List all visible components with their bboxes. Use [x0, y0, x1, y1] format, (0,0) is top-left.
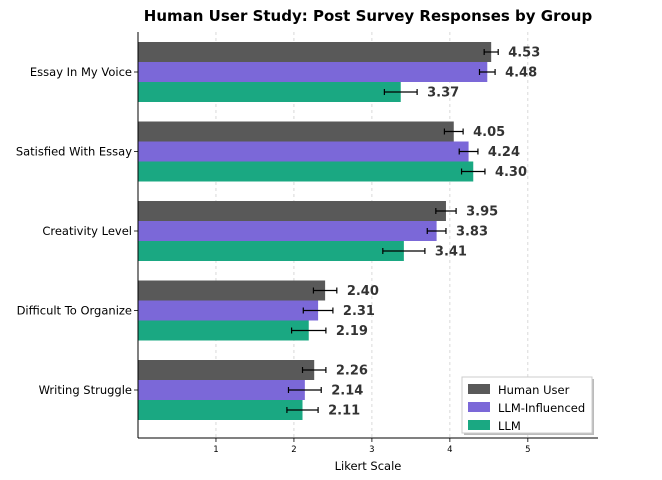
bar — [138, 380, 305, 400]
legend: Human User LLM-Influenced LLM — [461, 376, 594, 435]
value-label: 4.30 — [495, 165, 527, 180]
value-label: 4.05 — [473, 125, 505, 140]
x-tick-label: 3 — [369, 445, 374, 455]
value-label: 2.19 — [336, 324, 368, 339]
category-label: Essay In My Voice — [30, 65, 132, 79]
bar — [138, 300, 319, 321]
legend-label: LLM-Influenced — [498, 401, 585, 415]
bar — [138, 62, 488, 82]
chart-title: Human User Study: Post Survey Responses … — [144, 7, 593, 25]
value-label: 2.40 — [347, 284, 379, 299]
value-label: 3.95 — [466, 205, 498, 220]
bar — [138, 121, 454, 142]
bar — [138, 320, 309, 341]
x-tick-label: 2 — [291, 445, 296, 455]
value-label: 2.11 — [328, 404, 360, 419]
x-axis-title: Likert Scale — [335, 459, 402, 473]
bar — [138, 82, 401, 102]
value-label: 2.31 — [343, 304, 375, 319]
legend-label: Human User — [498, 383, 570, 397]
value-label: 3.41 — [435, 245, 467, 260]
legend-swatch — [468, 420, 490, 430]
bar — [138, 400, 303, 420]
legend-swatch — [468, 402, 490, 412]
bar — [138, 360, 315, 380]
legend-label: LLM — [498, 419, 521, 433]
bar — [138, 280, 326, 301]
value-labels: 4.53 4.48 3.37 4.05 4.24 4.30 3.95 3.83 3.41 2.40… — [328, 46, 540, 419]
x-tick-label: 5 — [525, 445, 530, 455]
category-label: Writing Struggle — [39, 383, 132, 397]
value-label: 4.48 — [505, 66, 537, 81]
category-label: Creativity Level — [42, 224, 132, 238]
value-label: 3.37 — [427, 86, 459, 101]
x-tick-label: 1 — [213, 445, 218, 455]
bar — [138, 161, 474, 182]
bar — [138, 141, 469, 162]
bar — [138, 201, 446, 221]
bars — [138, 42, 499, 420]
x-tick-label: 4 — [447, 445, 452, 455]
bar — [138, 221, 437, 241]
category-label: Difficult To Organize — [17, 304, 132, 318]
value-label: 4.24 — [488, 145, 520, 160]
bar — [138, 241, 404, 261]
value-label: 4.53 — [508, 46, 540, 61]
legend-swatch — [468, 384, 490, 394]
axes: 1 2 3 4 5 Essay In My Voice Satisfied With Ess… — [16, 32, 598, 455]
value-label: 2.14 — [331, 384, 363, 399]
bar — [138, 42, 492, 62]
value-label: 2.26 — [336, 364, 368, 379]
category-label: Satisfied With Essay — [16, 145, 132, 159]
value-label: 3.83 — [456, 225, 488, 240]
